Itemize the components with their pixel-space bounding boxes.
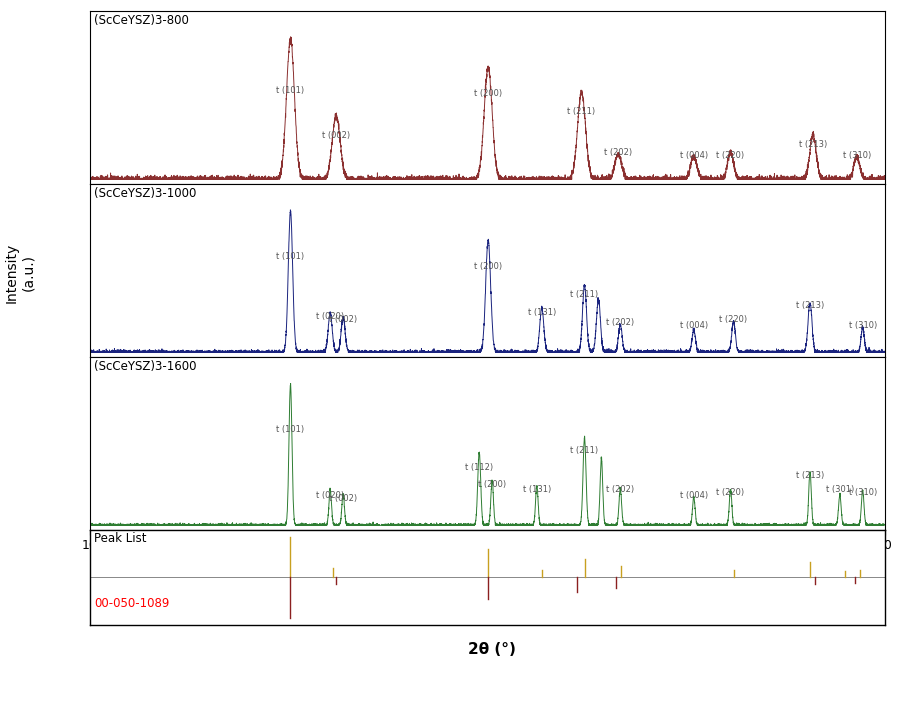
- Text: t (310): t (310): [842, 151, 871, 160]
- Text: t (202): t (202): [606, 318, 634, 327]
- Text: 00-050-1089: 00-050-1089: [93, 597, 169, 610]
- Text: t (220): t (220): [719, 315, 748, 325]
- Text: t (202): t (202): [604, 148, 632, 157]
- Text: Intensity
(a.u.): Intensity (a.u.): [4, 243, 35, 303]
- Text: t (131): t (131): [528, 308, 556, 317]
- Text: t (020): t (020): [316, 491, 344, 500]
- Text: Peak List: Peak List: [93, 533, 146, 546]
- Text: t (101): t (101): [277, 86, 304, 95]
- Text: (ScCeYSZ)3-1000: (ScCeYSZ)3-1000: [93, 187, 196, 200]
- Text: 2θ (°): 2θ (°): [468, 643, 516, 657]
- Text: t (004): t (004): [680, 491, 708, 500]
- Text: t (002): t (002): [329, 315, 357, 325]
- Text: t (101): t (101): [277, 425, 304, 434]
- Text: t (211): t (211): [570, 446, 599, 455]
- Text: t (213): t (213): [796, 302, 824, 310]
- Text: t (101): t (101): [277, 252, 304, 261]
- Text: t (310): t (310): [849, 488, 876, 497]
- Text: t (131): t (131): [523, 485, 551, 495]
- Text: t (004): t (004): [680, 321, 708, 330]
- Text: t (200): t (200): [474, 262, 502, 271]
- Text: t (200): t (200): [478, 480, 506, 489]
- Text: (ScCeYSZ)3-1600: (ScCeYSZ)3-1600: [93, 360, 197, 373]
- Text: t (213): t (213): [799, 139, 827, 149]
- Text: t (020): t (020): [316, 312, 344, 322]
- Text: t (220): t (220): [717, 151, 744, 160]
- Text: t (002): t (002): [322, 131, 350, 140]
- Text: t (310): t (310): [849, 321, 876, 330]
- Text: t (213): t (213): [796, 471, 824, 480]
- Text: t (200): t (200): [474, 89, 502, 98]
- Text: t (004): t (004): [680, 151, 708, 160]
- Text: t (211): t (211): [570, 290, 599, 299]
- Text: t (202): t (202): [606, 485, 634, 495]
- Text: t (211): t (211): [568, 107, 595, 116]
- Text: t (220): t (220): [717, 488, 744, 497]
- Text: (ScCeYSZ)3-800: (ScCeYSZ)3-800: [93, 14, 189, 27]
- Text: t (002): t (002): [329, 494, 357, 503]
- Text: t (301): t (301): [825, 485, 854, 495]
- Text: t (112): t (112): [465, 463, 493, 472]
